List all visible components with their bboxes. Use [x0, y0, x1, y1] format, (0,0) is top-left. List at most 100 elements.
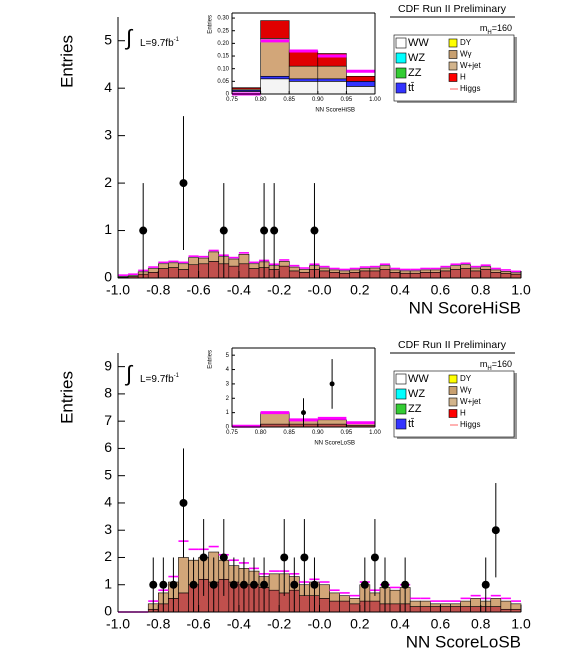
bar-segment: [369, 270, 381, 279]
bar-segment: [158, 263, 169, 269]
data-point: [329, 381, 335, 387]
x-tick-label: 1.0: [511, 615, 531, 631]
x-axis-label: NN ScoreHiSB: [315, 108, 355, 114]
legend-label: Higgs: [460, 84, 480, 93]
bar-segment: [460, 264, 471, 269]
bar-segment: [346, 86, 376, 95]
bar-segment: [349, 272, 361, 279]
data-point: [310, 226, 319, 235]
bar-segment: [430, 272, 441, 279]
bar-segment: [178, 263, 189, 270]
bar-segment: [450, 603, 461, 607]
legend-label: ZZ: [408, 403, 422, 415]
bar-segment: [379, 269, 391, 279]
y-tick-label: 2: [104, 548, 112, 564]
bar-segment: [379, 265, 391, 270]
legend-swatch: [448, 50, 458, 59]
bar-segment: [299, 595, 310, 613]
bar-segment: [389, 589, 401, 605]
data-point: [310, 580, 319, 589]
x-tick-label: 0.8: [471, 281, 491, 297]
bar-segment: [339, 272, 351, 279]
bar-segment: [349, 269, 361, 273]
lumi-text: L=9.7fb: [140, 38, 174, 49]
legend-label: tt̄: [408, 418, 414, 430]
x-tick-label: 0.4: [390, 615, 410, 631]
bar-segment: [278, 265, 290, 279]
bar-segment: [440, 267, 451, 272]
bar-segment: [460, 606, 471, 613]
bar-segment: [299, 272, 310, 279]
bar-segment: [288, 270, 300, 279]
legend-swatch: [448, 409, 458, 418]
bar-segment: [419, 600, 431, 607]
bar-segment: [198, 263, 209, 279]
bar-segment: [317, 81, 347, 95]
x-tick-label: -1.0: [106, 615, 130, 631]
y-tick-label: 5: [226, 353, 230, 359]
bar-segment: [329, 272, 340, 279]
x-tick-label: -0.4: [227, 615, 251, 631]
bar-segment: [510, 273, 522, 279]
bar-segment: [389, 269, 401, 273]
bar-segment: [339, 600, 351, 613]
mass-symbol: m: [480, 23, 488, 33]
legend-label: H: [460, 409, 466, 418]
bar-segment: [349, 598, 361, 605]
bar-segment: [198, 257, 209, 265]
bar-segment: [430, 606, 441, 613]
bar-segment: [319, 584, 330, 599]
bar-segment: [278, 261, 290, 267]
bar-segment: [450, 606, 461, 613]
bar-segment: [389, 603, 401, 613]
legend-label: Wγ: [460, 50, 472, 59]
bar-segment: [288, 65, 319, 80]
bar-segment: [260, 20, 290, 39]
lumi-text: L=9.7fb: [140, 374, 174, 385]
x-tick-label: -0.2: [267, 281, 291, 297]
bar-segment: [450, 269, 461, 279]
y-tick-label: 0.15: [217, 54, 229, 60]
bar-segment: [359, 268, 371, 272]
mass-text: =160: [492, 359, 512, 369]
data-point: [219, 553, 228, 562]
data-point: [491, 526, 500, 535]
bar-segment: [490, 269, 502, 273]
x-axis-label: NN ScoreLoSB: [406, 632, 521, 651]
bar-segment: [460, 600, 471, 607]
x-tick-label: -0.0: [307, 615, 331, 631]
lumi-superscript: -1: [174, 373, 180, 379]
y-tick-label: 3: [104, 126, 112, 142]
bar-segment: [490, 606, 502, 613]
data-point: [229, 580, 238, 589]
data-point: [290, 580, 299, 589]
mass-text: =160: [492, 23, 512, 33]
x-axis-label: NN ScoreLoSB: [314, 441, 355, 447]
legend-swatch: [395, 388, 407, 400]
bar-segment: [369, 600, 381, 613]
bar-segment: [510, 272, 522, 275]
chart-title: CDF Run II Preliminary: [398, 3, 507, 15]
legend-swatch: [448, 374, 458, 384]
data-point: [260, 580, 269, 589]
bar-segment: [260, 75, 290, 80]
bar-segment: [228, 258, 240, 267]
mass-symbol: m: [480, 359, 488, 369]
bar-segment: [339, 595, 351, 602]
bar-segment: [470, 267, 481, 272]
data-point: [139, 226, 148, 235]
bar-segment: [346, 81, 376, 87]
bar-segment: [470, 598, 481, 607]
y-tick-label: 7: [104, 412, 112, 428]
data-point: [219, 226, 228, 235]
lumi-label: L=9.7fb-1: [140, 37, 180, 49]
x-tick-label: 0.90: [312, 430, 324, 436]
data-point: [149, 580, 158, 589]
x-tick-label: 0.6: [431, 615, 451, 631]
bar-segment: [440, 270, 451, 279]
bar-segment: [480, 266, 492, 270]
y-tick-label: 4: [104, 494, 112, 510]
data-point: [370, 553, 379, 562]
legend-swatch: [395, 403, 407, 415]
lumi-label: L=9.7fb-1: [140, 373, 180, 385]
